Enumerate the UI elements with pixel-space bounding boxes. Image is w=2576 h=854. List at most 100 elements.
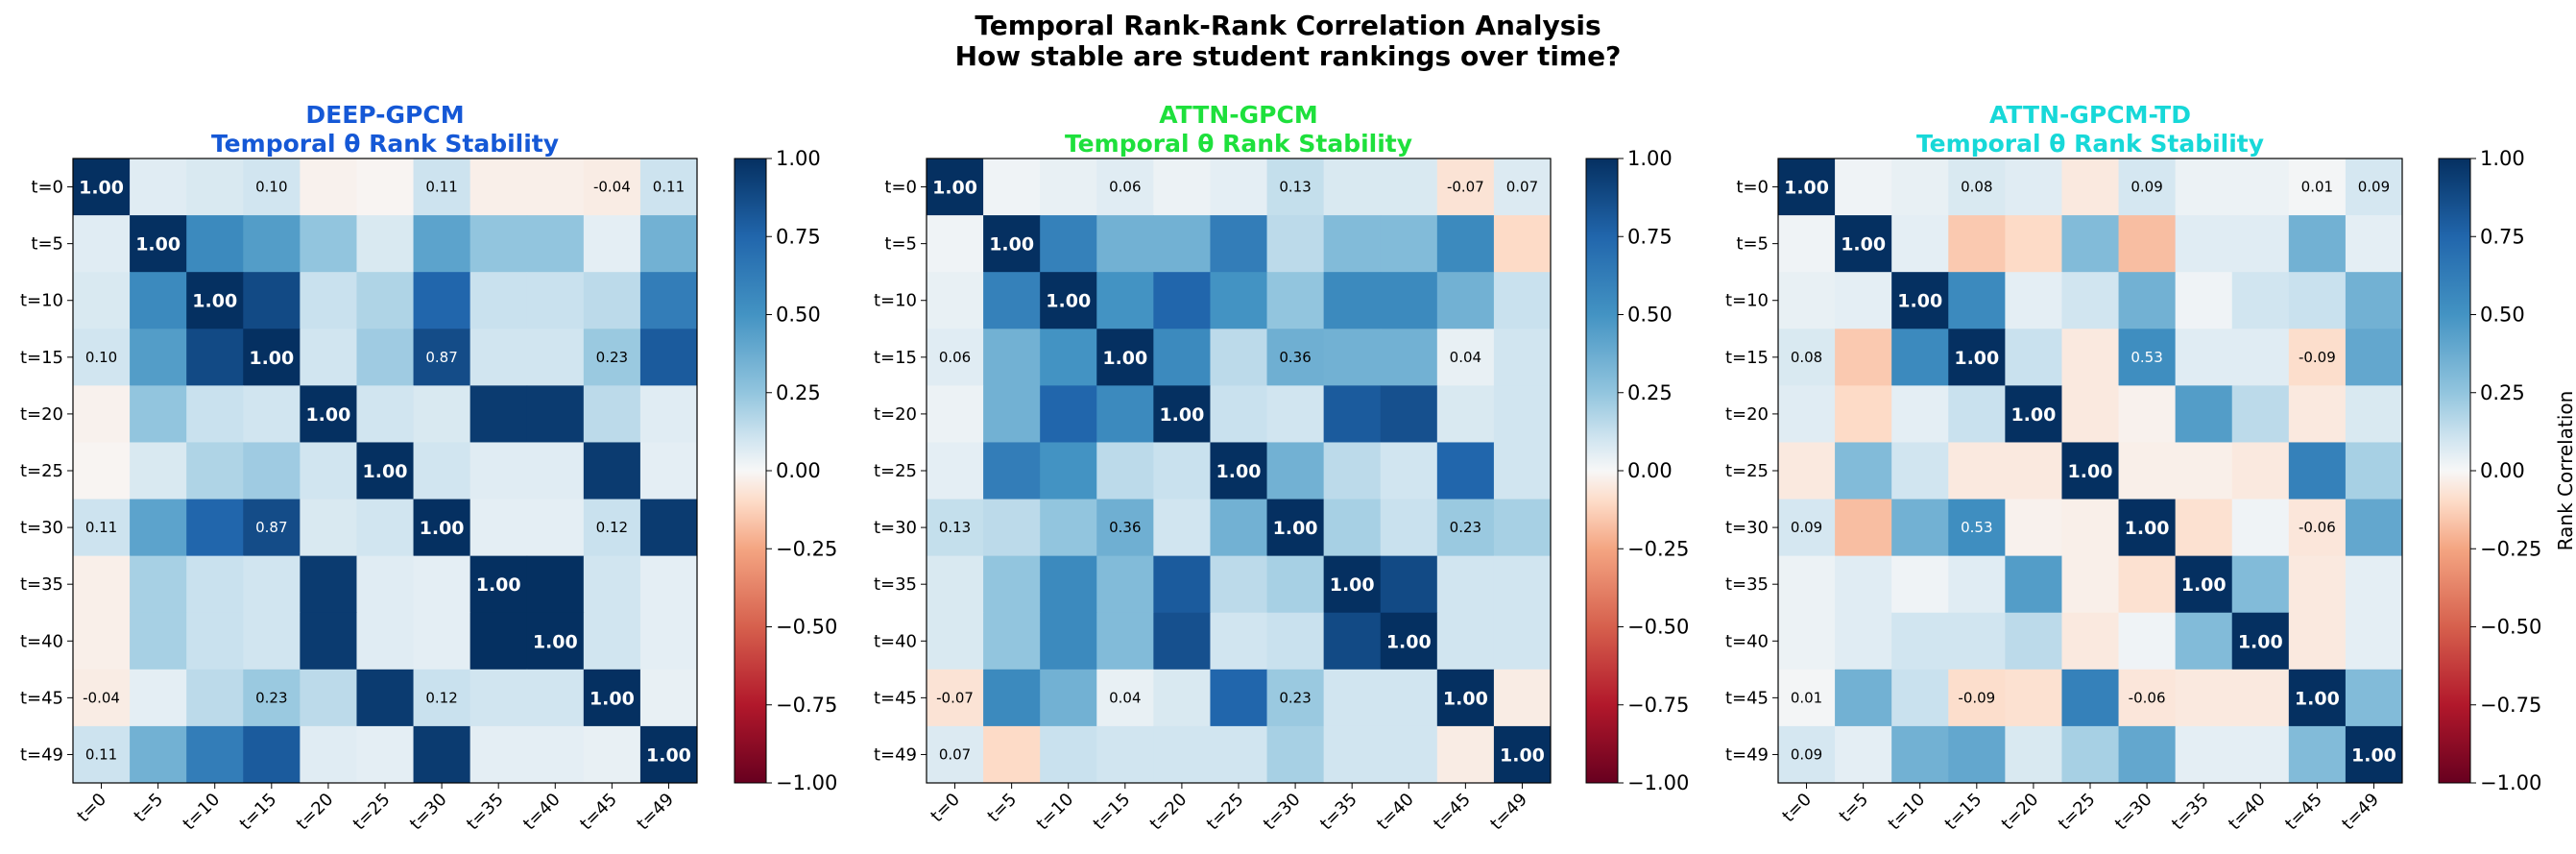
heatmap-cell [1040, 612, 1097, 671]
colorbar-tick-label: 0.50 [1627, 304, 1673, 327]
heatmap-cell [526, 272, 585, 329]
colorbar-tick-label: 0.75 [776, 225, 821, 248]
colorbar-tick-label: 0.00 [776, 459, 821, 482]
heatmap-cell [243, 385, 301, 443]
heatmap-cell [2175, 725, 2233, 784]
cell-value-label: 0.12 [425, 689, 457, 706]
heatmap-cell [2345, 329, 2403, 386]
colorbar-tick-label: −1.00 [1627, 771, 1689, 794]
heatmap-cell [1380, 612, 1438, 671]
x-tick-label: t=25 [2055, 790, 2100, 835]
cell-value-label: 0.09 [1791, 745, 1822, 763]
heatmap-cell [1380, 215, 1438, 273]
colorbar-tick-label: −1.00 [776, 771, 837, 794]
y-tick-label: t=40 [1725, 631, 1769, 651]
colorbar-tick-label: 0.50 [776, 304, 821, 327]
heatmap-cell [2231, 442, 2290, 500]
heatmap-cell [526, 385, 585, 443]
cell-value-label: 1.00 [932, 178, 977, 199]
heatmap-cell [2175, 385, 2233, 443]
heatmap-cell [927, 442, 984, 500]
heatmap-cell [1040, 555, 1097, 614]
colorbar-tick-label: 1.00 [1627, 147, 1673, 170]
heatmap-cell [1266, 725, 1325, 784]
heatmap-cell [469, 272, 528, 329]
panel-title: Temporal θ Rank Stability [1916, 130, 2264, 158]
colorbar [734, 158, 767, 784]
heatmap-cell [2005, 159, 2062, 216]
heatmap-cell [2345, 725, 2403, 784]
heatmap-cell [1040, 215, 1097, 273]
heatmap-cell [1266, 272, 1325, 329]
cell-value-label: 1.00 [1500, 744, 1545, 766]
y-tick-label: t=30 [20, 518, 63, 538]
x-tick-label: t=5 [984, 790, 1022, 827]
heatmap-cell [356, 272, 415, 329]
y-tick-label: t=20 [1725, 404, 1769, 425]
heatmap-cell [469, 329, 528, 386]
y-tick-label: t=10 [874, 291, 917, 311]
cell-value-label: 1.00 [420, 518, 465, 539]
cell-value-label: 0.11 [653, 179, 685, 196]
heatmap-cell [243, 159, 301, 216]
heatmap-cell [2175, 442, 2233, 500]
heatmap-cell [2345, 215, 2403, 273]
heatmap-cell [1380, 159, 1438, 216]
heatmap-cell [2118, 329, 2177, 386]
heatmap-cell [243, 329, 301, 386]
heatmap-cell [1891, 215, 1949, 273]
heatmap-cell [1493, 329, 1552, 386]
heatmap-cell [1436, 215, 1495, 273]
heatmap-cell [1835, 725, 1892, 784]
heatmap-cell [1266, 669, 1325, 727]
heatmap-cell [300, 612, 357, 671]
heatmap-cell [243, 555, 301, 614]
heatmap-cell [130, 329, 187, 386]
heatmap-cell [2061, 725, 2120, 784]
heatmap-cell [2231, 669, 2290, 727]
heatmap-cell [583, 499, 641, 557]
heatmap-cell [1153, 442, 1211, 500]
heatmap-cell [1380, 272, 1438, 329]
heatmap-cell [1266, 159, 1325, 216]
cell-value-label: 0.53 [1961, 519, 1992, 536]
heatmap-cell [356, 159, 415, 216]
heatmap-cell [413, 669, 471, 727]
heatmap-cell [2118, 385, 2177, 443]
heatmap-cell [73, 329, 131, 386]
heatmap-cell [73, 555, 131, 614]
cell-value-label: 0.04 [1109, 689, 1141, 706]
heatmap-cell [927, 669, 984, 727]
heatmap-cell [1891, 725, 1949, 784]
heatmap-cell [130, 555, 187, 614]
colorbar-tick-label: −0.25 [2480, 537, 2541, 560]
heatmap-cell [1153, 555, 1211, 614]
heatmap-cell [1436, 159, 1495, 216]
heatmap-cell [927, 385, 984, 443]
heatmap-cell [1153, 499, 1211, 557]
heatmap-cell [2345, 499, 2403, 557]
cell-value-label: -0.06 [2129, 689, 2166, 706]
cell-value-label: 0.13 [939, 519, 971, 536]
cell-value-label: -0.04 [83, 689, 120, 706]
y-tick-label: t=30 [874, 518, 917, 538]
heatmap-cell [186, 385, 244, 443]
heatmap-cell [1266, 329, 1325, 386]
heatmap-cell [1040, 725, 1097, 784]
heatmap-cell [1948, 669, 2006, 727]
heatmap-cell [1040, 159, 1097, 216]
heatmap-cell [2288, 499, 2347, 557]
heatmap-cell [469, 725, 528, 784]
cell-value-label: 1.00 [646, 744, 691, 766]
heatmap-cell [1778, 725, 1836, 784]
heatmap-cell [300, 215, 357, 273]
heatmap-cell [983, 499, 1041, 557]
heatmap-cell [526, 612, 585, 671]
x-tick-label: t=25 [349, 790, 395, 835]
heatmap-cell [130, 385, 187, 443]
heatmap-cell [2005, 669, 2062, 727]
heatmap-cell [1380, 442, 1438, 500]
x-tick-label: t=30 [406, 790, 451, 835]
heatmap-cell [2288, 159, 2347, 216]
